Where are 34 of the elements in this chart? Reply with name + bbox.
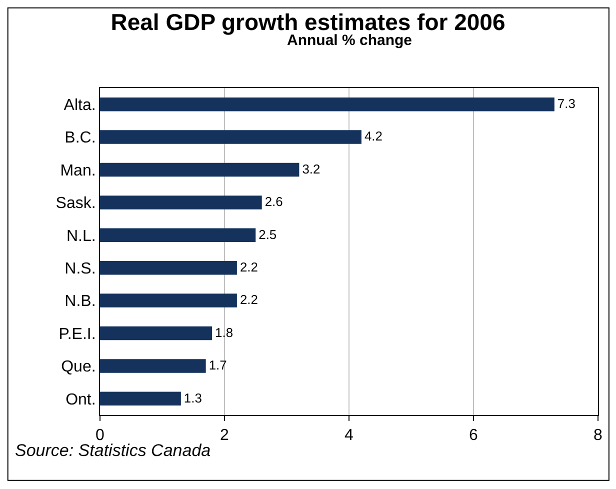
y-tick-label: N.L. (66, 228, 96, 245)
data-label: 2.2 (240, 259, 258, 274)
y-tick-label: B.C. (64, 130, 96, 147)
y-tick-label: Alta. (64, 96, 96, 114)
bar (100, 260, 237, 275)
data-label: 2.2 (240, 292, 258, 308)
data-label: 7.3 (557, 96, 576, 111)
bar (100, 97, 554, 112)
y-tick-label: Ont. (66, 391, 96, 408)
bar (100, 196, 262, 210)
bar (100, 228, 256, 242)
y-tick-label: Que. (61, 358, 96, 376)
data-label: 4.2 (364, 128, 382, 144)
y-tick-label: P.E.I. (58, 326, 96, 343)
data-label: 2.6 (264, 194, 283, 210)
bar (100, 162, 300, 177)
bar (100, 326, 212, 340)
data-label: 1.3 (184, 390, 202, 406)
y-tick-label: Sask. (56, 195, 96, 212)
data-label: 3.2 (302, 161, 320, 176)
x-tick-label: 2 (220, 427, 230, 444)
x-tick-label: 8 (594, 427, 603, 444)
x-tick-label: 4 (344, 427, 354, 444)
bar (100, 359, 206, 373)
y-tick-label: N.S. (64, 260, 96, 278)
data-label: 1.7 (208, 358, 227, 373)
data-label: 1.8 (215, 324, 234, 340)
bar (100, 392, 181, 406)
x-tick-label: 6 (469, 427, 478, 444)
y-tick-label: Man. (60, 162, 96, 180)
y-tick-label: N.B. (64, 293, 96, 310)
bar (100, 294, 237, 308)
bar (100, 130, 362, 144)
data-label: 2.5 (258, 226, 277, 242)
